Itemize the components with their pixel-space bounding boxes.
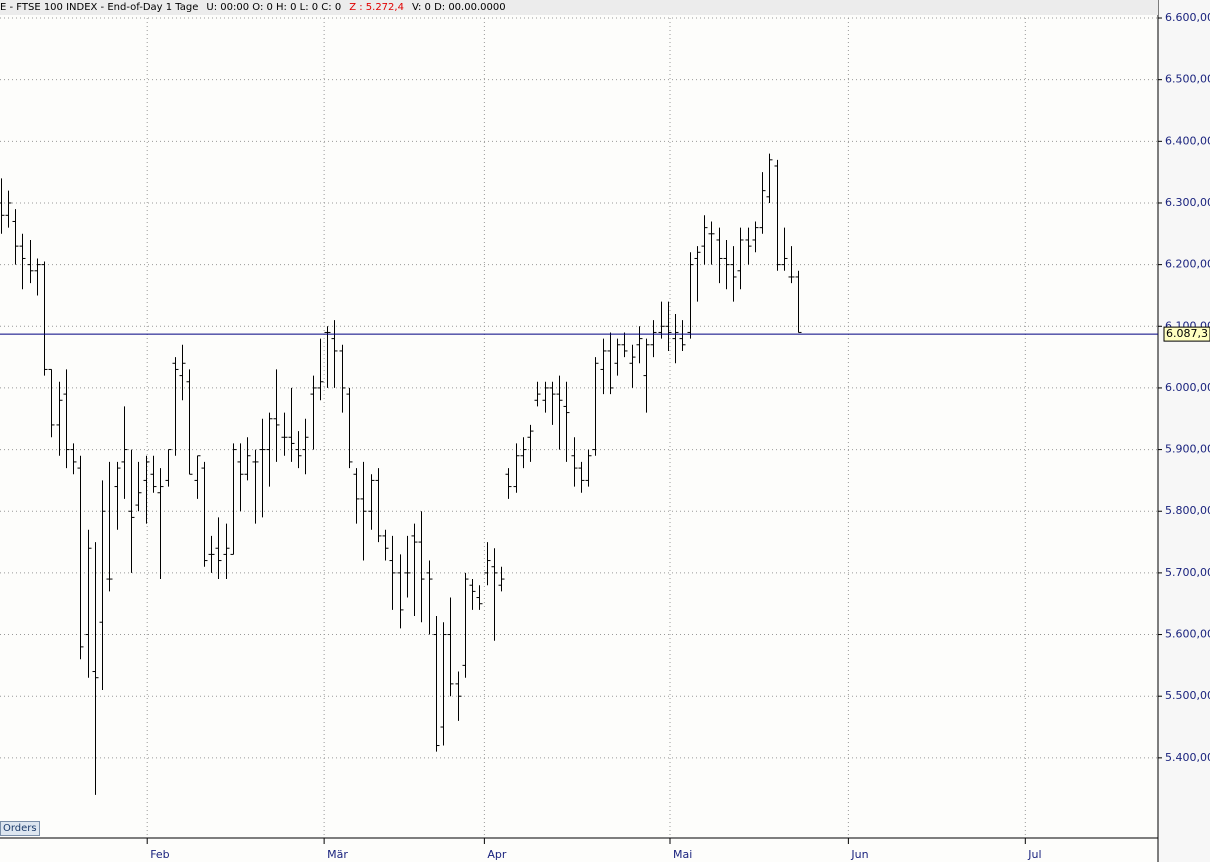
y-tick-label: 5.700,00 (1165, 566, 1210, 579)
x-tick-label: Mai (673, 848, 692, 861)
header-title: E - FTSE 100 INDEX - End-of-Day 1 Tage (0, 2, 199, 13)
y-tick-label: 5.600,00 (1165, 628, 1210, 641)
y-tick-label: 5.900,00 (1165, 443, 1210, 456)
plot-area (0, 0, 1158, 838)
y-tick-label: 5.400,00 (1165, 751, 1210, 764)
y-tick-label: 6.600,00 (1165, 11, 1210, 24)
last-price-label: 6.087,3 (1166, 327, 1208, 340)
x-tick-label: Apr (487, 848, 507, 861)
y-tick-label: 5.500,00 (1165, 689, 1210, 702)
x-tick-label: Feb (150, 848, 169, 861)
last-price-box (1163, 326, 1210, 342)
y-tick-label: 6.000,00 (1165, 381, 1210, 394)
y-axis-area (1158, 0, 1210, 862)
y-tick-label: 6.400,00 (1165, 134, 1210, 147)
x-tick-label: Mär (327, 848, 348, 861)
x-tick-label: Jul (1027, 848, 1041, 861)
x-tick-label: Jun (850, 848, 868, 861)
header-fields: U: 00:00 O: 0 H: 0 L: 0 C: 0 (206, 2, 342, 13)
header-tail: V: 0 D: 00.00.0000 (411, 2, 506, 13)
y-tick-label: 6.300,00 (1165, 196, 1210, 209)
y-tick-label: 6.500,00 (1165, 73, 1210, 86)
orders-tab[interactable]: Orders (0, 821, 40, 836)
y-tick-label: 6.200,00 (1165, 258, 1210, 271)
y-tick-label: 5.800,00 (1165, 504, 1210, 517)
header-highlight: Z : 5.272,4 (349, 2, 404, 13)
header-bar: E - FTSE 100 INDEX - End-of-Day 1 Tage U:… (0, 0, 1158, 15)
